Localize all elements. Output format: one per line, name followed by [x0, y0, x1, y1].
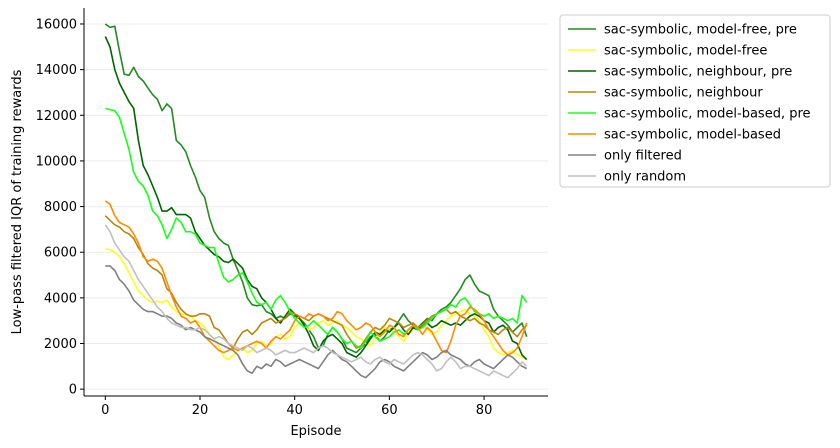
legend-label: only filtered — [604, 149, 682, 164]
gridlines — [84, 23, 548, 390]
axes — [83, 8, 548, 397]
legend-label: sac-symbolic, neighbour — [604, 86, 763, 101]
x-axis-label: Episode — [290, 424, 341, 439]
x-tick-label: 80 — [476, 403, 493, 418]
series-line — [105, 265, 528, 379]
legend-label: sac-symbolic, model-based — [604, 128, 781, 143]
y-axis-label: Low-pass filtered IQR of training reward… — [10, 69, 25, 334]
x-tick-label: 60 — [381, 403, 398, 418]
series-line — [105, 107, 528, 349]
x-ticks: 0 20 40 60 80 — [101, 396, 492, 418]
y-tick-label: 6000 — [44, 246, 77, 261]
legend-items: sac-symbolic, model-free, pre sac-symboli… — [568, 23, 811, 185]
y-tick-label: 0 — [69, 383, 77, 398]
y-tick-label: 16000 — [36, 17, 77, 32]
y-tick-label: 4000 — [44, 291, 77, 306]
legend-label: sac-symbolic, model-free, pre — [604, 23, 797, 38]
series-line — [104, 224, 528, 379]
y-tick-label: 2000 — [44, 337, 77, 352]
legend-frame — [559, 14, 831, 188]
y-tick-label: 8000 — [44, 200, 77, 215]
series-line — [104, 23, 528, 354]
series-line — [104, 36, 528, 361]
x-tick-label: 40 — [286, 403, 303, 418]
series-lines — [104, 23, 528, 379]
series-line — [104, 200, 528, 356]
legend-label: sac-symbolic, model-free — [604, 44, 767, 59]
legend-label: sac-symbolic, model-based, pre — [604, 107, 811, 122]
legend-label: only random — [604, 170, 686, 185]
x-tick-label: 20 — [192, 403, 209, 418]
y-tick-label: 10000 — [36, 154, 77, 169]
y-ticks: 0 2000 4000 6000 8000 10000 12000 14000 16000 — [36, 17, 84, 398]
x-tick-label: 0 — [101, 403, 109, 418]
legend-label: sac-symbolic, neighbour, pre — [604, 65, 792, 80]
y-tick-label: 12000 — [36, 109, 77, 124]
y-tick-label: 14000 — [36, 63, 77, 78]
legend: sac-symbolic, model-free, pre sac-symboli… — [559, 14, 831, 188]
